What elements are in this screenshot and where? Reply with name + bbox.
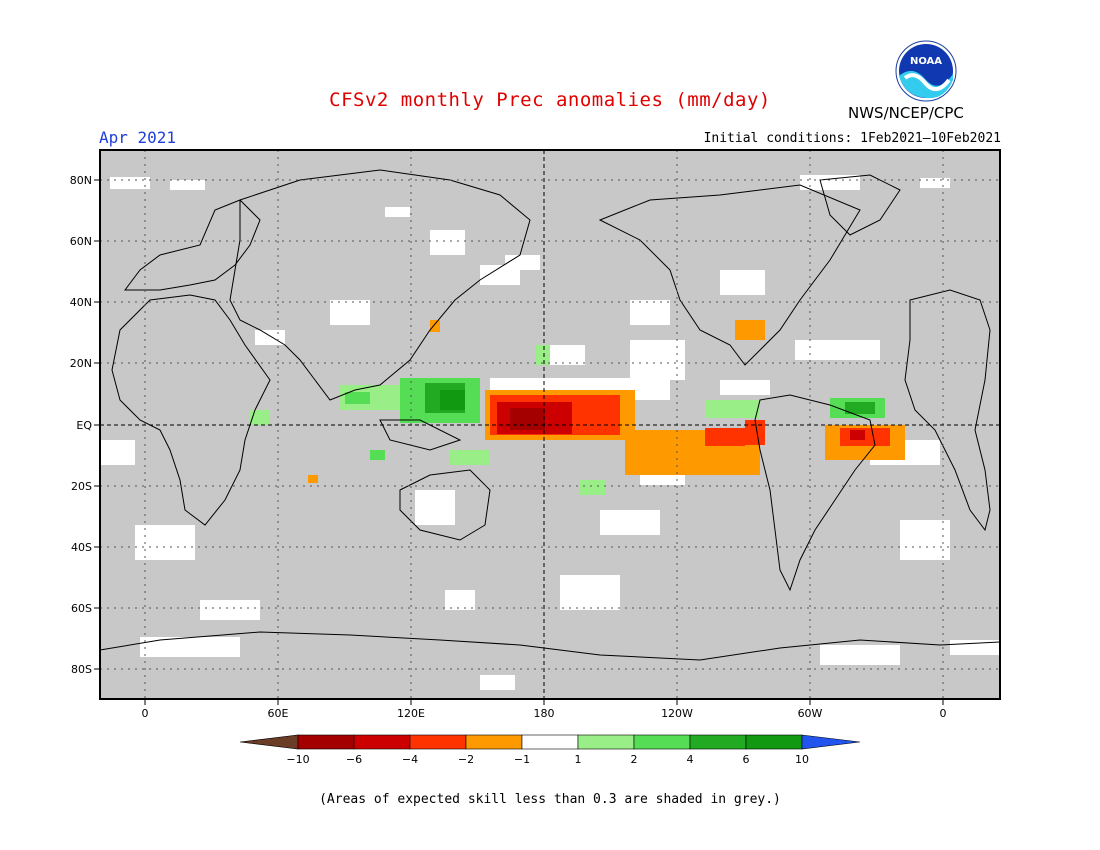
lon-label: 180 — [534, 707, 555, 720]
latitude-labels: 80N 60N 40N 20N EQ 20S 40S 60S 80S — [70, 174, 93, 676]
svg-text:NOAA: NOAA — [910, 56, 942, 67]
initial-conditions: Initial conditions: 1Feb2021–10Feb2021 — [703, 131, 1001, 146]
colorbar-label: −4 — [402, 753, 418, 766]
colorbar-label: 2 — [631, 753, 638, 766]
colorbar-bin — [353, 734, 411, 750]
colorbar-arrow-low — [239, 734, 299, 750]
lat-label: 40S — [71, 541, 92, 554]
colorbar-bin — [745, 734, 803, 750]
colorbar-label: −2 — [458, 753, 474, 766]
map-title: CFSv2 monthly Prec anomalies (mm/day) — [329, 89, 771, 111]
lon-label: 0 — [940, 707, 947, 720]
colorbar-arrow-high — [801, 734, 861, 750]
colorbar-labels: −10 −6 −4 −2 −1 1 2 4 6 10 — [286, 753, 809, 766]
agency-label: NWS/NCEP/CPC — [848, 104, 964, 122]
skill-footnote: (Areas of expected skill less than 0.3 a… — [319, 792, 781, 807]
colorbar-bin — [521, 734, 579, 750]
noaa-logo: NOAA — [895, 40, 957, 102]
colorbar-label: 10 — [795, 753, 809, 766]
lon-label: 120E — [397, 707, 425, 720]
forecast-month: Apr 2021 — [99, 128, 177, 147]
wet-anomaly-patches — [250, 345, 885, 495]
lat-label: 60S — [71, 602, 92, 615]
lat-label: 80S — [71, 663, 92, 676]
neutral-anomaly-patches — [100, 175, 1000, 690]
lat-label: 40N — [70, 296, 92, 309]
lon-label: 120W — [661, 707, 693, 720]
colorbar-label: −10 — [286, 753, 309, 766]
colorbar-bin — [465, 734, 523, 750]
lat-label: EQ — [76, 419, 92, 432]
colorbar-bin — [409, 734, 467, 750]
colorbar-label: −6 — [346, 753, 362, 766]
colorbar-label: 6 — [743, 753, 750, 766]
lat-label: 60N — [70, 235, 92, 248]
coastlines — [99, 169, 1001, 661]
longitude-labels: 0 60E 120E 180 120W 60W 0 — [142, 707, 947, 720]
lon-label: 60E — [268, 707, 289, 720]
equator-dateline — [100, 150, 1000, 699]
colorbar-label: −1 — [514, 753, 530, 766]
lon-label: 0 — [142, 707, 149, 720]
colorbar — [239, 734, 861, 750]
lat-label: 80N — [70, 174, 92, 187]
lat-label: 20N — [70, 357, 92, 370]
lat-label: 20S — [71, 480, 92, 493]
colorbar-label: 1 — [575, 753, 582, 766]
colorbar-bin — [577, 734, 635, 750]
colorbar-bin — [633, 734, 691, 750]
axis-ticks — [94, 179, 944, 705]
colorbar-bin — [297, 734, 355, 750]
dry-anomaly-patches — [308, 320, 905, 483]
lon-label: 60W — [798, 707, 823, 720]
colorbar-label: 4 — [687, 753, 694, 766]
colorbar-bin — [689, 734, 747, 750]
